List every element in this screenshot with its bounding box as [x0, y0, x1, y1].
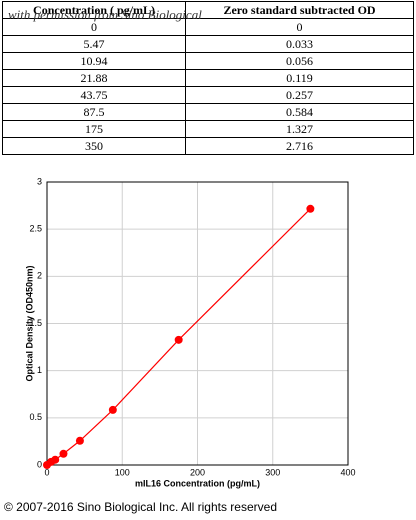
table-cell: 175 [1, 120, 187, 138]
chart: 0 0.5 1 1.5 2 2.5 3 0 100 200 300 400 mIL16 Concentr… [24, 176, 355, 488]
table-cell: 1.327 [185, 120, 414, 138]
table-row: 350 2.716 [1, 137, 414, 155]
table-row: 87.5 0.584 [1, 103, 414, 121]
table-row: 43.75 0.257 [1, 86, 414, 104]
plot-frame [46, 181, 349, 466]
table-row: 21.88 0.119 [1, 69, 414, 87]
table-cell: 0 [185, 18, 414, 36]
y-tick-label: 0.5 [29, 412, 42, 422]
data-point [51, 455, 60, 464]
y-tick-label: 1.5 [29, 318, 42, 328]
data-point [59, 449, 68, 458]
table-row: 5.47 0.033 [1, 35, 414, 53]
table-cell: 0.257 [185, 86, 414, 104]
footer: © 2007-2016 Sino Biological Inc. All rig… [4, 500, 277, 514]
watermark: with permission from Sino Biological [8, 7, 202, 22]
table-cell: 21.88 [1, 69, 187, 87]
header-cell: Zero standard subtracted OD [185, 1, 414, 19]
table-cell: 2.716 [185, 137, 414, 155]
x-tick-label: 200 [190, 467, 205, 477]
y-tick-label: 3 [37, 176, 42, 186]
data-point [75, 436, 84, 445]
y-tick-label: 2 [37, 271, 42, 281]
table-cell: 0.584 [185, 103, 414, 121]
table-cell: 10.94 [1, 52, 187, 70]
x-tick-label: 300 [265, 467, 280, 477]
y-tick-label: 1 [37, 365, 42, 375]
y-tick-label: 0 [37, 459, 42, 469]
y-axis-label: Optical Density (OD450nm) [24, 265, 34, 381]
table-cell: 87.5 [1, 103, 187, 121]
data-point [306, 204, 315, 213]
x-axis-label: mIL16 Concentration (pg/mL) [135, 478, 260, 488]
data-table: Concentration ( pg/mL) Zero standard subt… [1, 1, 414, 155]
x-tick-label: 100 [115, 467, 130, 477]
table-cell: 5.47 [1, 35, 187, 53]
y-tick-label: 2.5 [29, 224, 42, 234]
table-cell: 350 [1, 137, 187, 155]
data-point [174, 335, 183, 344]
table-row: 175 1.327 [1, 120, 414, 138]
table-cell: 0.033 [185, 35, 414, 53]
x-tick-label: 400 [340, 467, 355, 477]
table-cell: 0.119 [185, 69, 414, 87]
x-tick-label: 0 [44, 467, 49, 477]
data-point [108, 405, 117, 414]
table-row: 10.94 0.056 [1, 52, 414, 70]
table-cell: 0.056 [185, 52, 414, 70]
table-cell: 43.75 [1, 86, 187, 104]
